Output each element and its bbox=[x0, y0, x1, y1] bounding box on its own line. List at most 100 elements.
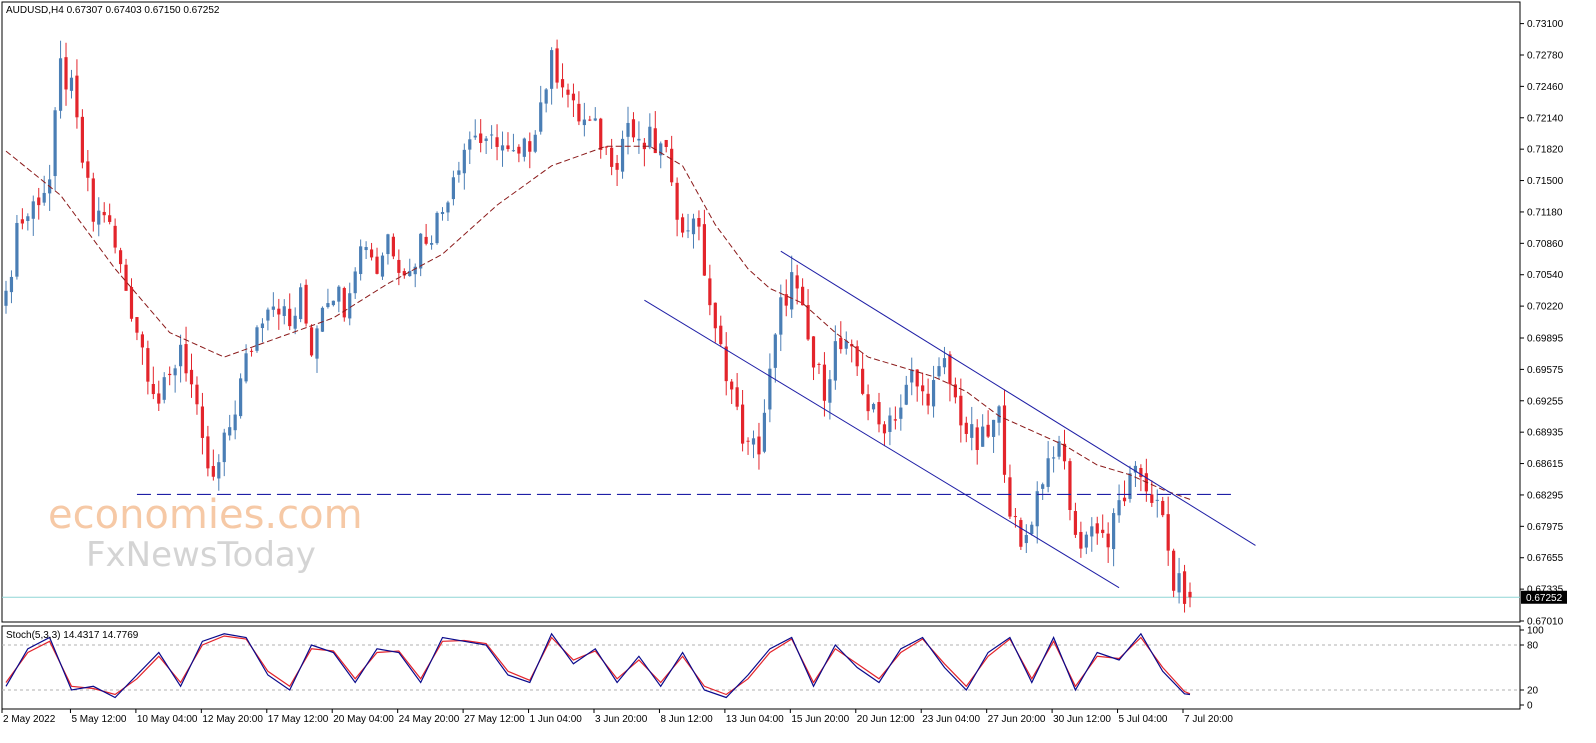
candle-bullish bbox=[691, 218, 696, 235]
price-tick-label: 0.71500 bbox=[1527, 176, 1564, 187]
candle-bullish bbox=[15, 222, 19, 277]
candle-bearish bbox=[817, 363, 821, 365]
candle-bearish bbox=[877, 402, 881, 425]
candle-bearish bbox=[822, 364, 827, 401]
time-tick-label: 3 Jun 20:00 bbox=[595, 714, 648, 725]
candle-bearish bbox=[20, 219, 24, 224]
candle-bearish bbox=[1013, 516, 1018, 518]
candle-bullish bbox=[462, 149, 466, 174]
price-tick-label: 0.68295 bbox=[1527, 490, 1564, 501]
candle-bullish bbox=[31, 201, 35, 219]
time-tick-label: 13 Jun 04:00 bbox=[726, 714, 784, 725]
candle-bearish bbox=[375, 256, 379, 274]
candle-bearish bbox=[479, 133, 483, 143]
candle-bullish bbox=[58, 58, 63, 111]
candle-bearish bbox=[129, 287, 134, 319]
candle-bearish bbox=[861, 368, 865, 394]
candle-bullish bbox=[648, 126, 652, 148]
time-tick-label: 20 May 04:00 bbox=[333, 714, 394, 725]
candle-bullish bbox=[233, 414, 237, 431]
stochastic-tick-label: 20 bbox=[1527, 686, 1539, 697]
candle-bullish bbox=[364, 247, 368, 251]
time-tick-label: 1 Jun 04:00 bbox=[530, 714, 583, 725]
candle-bearish bbox=[140, 334, 145, 348]
candle-bullish bbox=[178, 344, 183, 367]
candle-bullish bbox=[4, 290, 8, 306]
candle-bullish bbox=[1024, 534, 1028, 544]
candle-bullish bbox=[359, 246, 363, 275]
candle-bearish bbox=[610, 147, 614, 167]
candle-bearish bbox=[975, 427, 979, 450]
candle-bullish bbox=[997, 406, 1001, 423]
candle-bullish bbox=[511, 150, 516, 152]
candle-bullish bbox=[937, 366, 941, 377]
candle-bullish bbox=[490, 134, 494, 136]
price-axis: 0.73100 0.72780 0.72460 0.72140 0.71820 0.715… bbox=[1520, 19, 1567, 628]
candle-bearish bbox=[806, 305, 810, 340]
moving-average-line bbox=[5, 145, 1191, 500]
candle-bearish bbox=[113, 225, 117, 248]
candle-bearish bbox=[195, 384, 199, 405]
candle-bearish bbox=[288, 308, 292, 327]
channel-lower-line bbox=[644, 299, 1120, 589]
candle-bullish bbox=[457, 170, 461, 175]
candle-bullish bbox=[620, 138, 625, 172]
candle-bullish bbox=[173, 368, 177, 376]
candle-bearish bbox=[397, 259, 401, 273]
candle-bearish bbox=[151, 383, 155, 395]
candle-bearish bbox=[1150, 494, 1154, 503]
stochastic-label: Stoch(5,3,3) 14.4317 14.7769 bbox=[6, 630, 139, 641]
candle-bullish bbox=[1046, 458, 1050, 487]
candle-bullish bbox=[539, 102, 543, 132]
candle-bearish bbox=[735, 387, 739, 407]
symbol-ohlc-label: AUDUSD,H4 0.67307 0.67403 0.67150 0.6725… bbox=[6, 5, 220, 16]
time-tick-label: 15 Jun 20:00 bbox=[791, 714, 849, 725]
candle-bullish bbox=[828, 379, 832, 403]
candle-bearish bbox=[528, 141, 532, 152]
candle-bearish bbox=[206, 436, 210, 469]
candle-bearish bbox=[211, 466, 215, 477]
candles-layer bbox=[4, 39, 1192, 613]
candle-bearish bbox=[599, 118, 603, 150]
price-tick-label: 0.67655 bbox=[1527, 553, 1564, 564]
candle-bullish bbox=[1041, 484, 1045, 489]
candle-bearish bbox=[64, 57, 68, 90]
stochastic-tick-label: 100 bbox=[1527, 626, 1544, 637]
candle-bearish bbox=[795, 275, 799, 289]
candle-bearish bbox=[577, 103, 581, 122]
candle-bullish bbox=[779, 297, 783, 335]
candle-bearish bbox=[926, 393, 930, 406]
stochastic-tick-label: 80 bbox=[1527, 641, 1539, 652]
time-tick-label: 23 Jun 04:00 bbox=[922, 714, 980, 725]
candle-bullish bbox=[282, 306, 286, 316]
candle-bearish bbox=[1068, 461, 1072, 511]
candle-bullish bbox=[320, 307, 325, 332]
candle-bearish bbox=[915, 369, 919, 387]
candle-bearish bbox=[1139, 468, 1143, 478]
candle-bearish bbox=[1172, 550, 1176, 591]
candle-bullish bbox=[413, 266, 417, 275]
candle-bullish bbox=[69, 77, 74, 91]
candle-bullish bbox=[981, 426, 985, 447]
candle-bullish bbox=[331, 300, 335, 306]
price-tick-label: 0.72780 bbox=[1527, 50, 1564, 61]
time-tick-label: 8 Jun 12:00 bbox=[660, 714, 713, 725]
candle-bullish bbox=[299, 287, 303, 320]
candle-bullish bbox=[1084, 534, 1088, 548]
candle-bearish bbox=[1166, 514, 1170, 551]
candle-bullish bbox=[435, 212, 439, 244]
candle-bullish bbox=[533, 134, 537, 152]
candle-bullish bbox=[970, 424, 974, 438]
time-tick-label: 17 May 12:00 bbox=[268, 714, 329, 725]
candle-bearish bbox=[1079, 531, 1083, 549]
candle-bearish bbox=[1188, 591, 1192, 598]
trendlines-layer bbox=[136, 250, 1256, 589]
candle-bearish bbox=[506, 145, 510, 150]
candle-bullish bbox=[222, 432, 226, 463]
candle-bullish bbox=[888, 415, 892, 432]
stochastic-layer: 100 80 20 0 bbox=[2, 626, 1544, 712]
price-tick-label: 0.71180 bbox=[1527, 207, 1563, 218]
candle-bullish bbox=[440, 211, 445, 215]
candle-bullish bbox=[326, 303, 330, 308]
candle-bearish bbox=[184, 344, 188, 374]
